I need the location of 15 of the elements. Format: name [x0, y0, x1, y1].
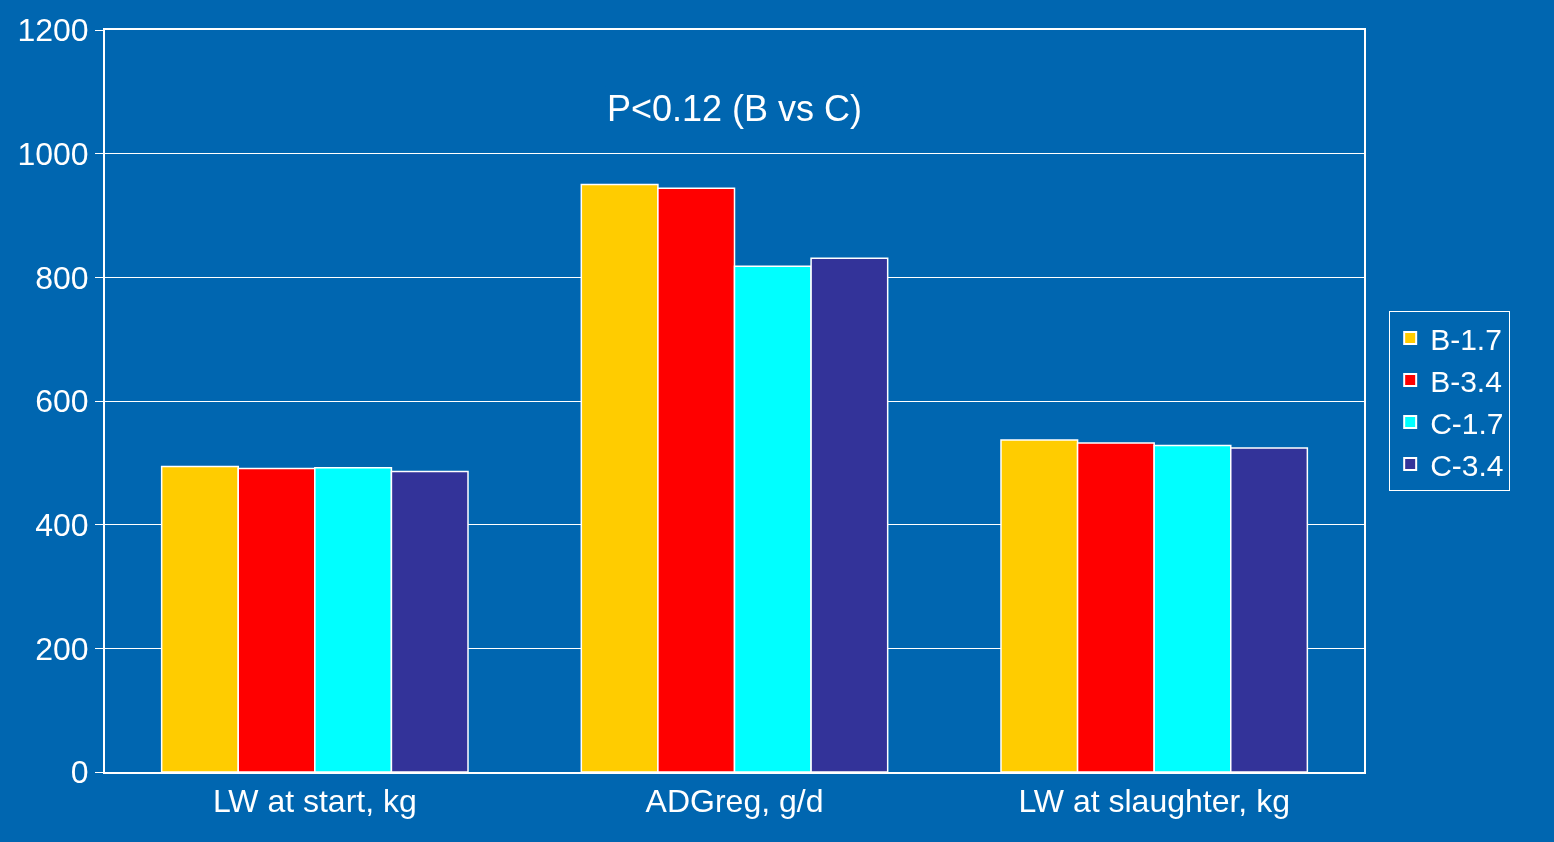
legend-label: C-1.7: [1430, 406, 1504, 440]
x-tick-label: LW at start, kg: [212, 783, 417, 820]
legend-label: B-3.4: [1430, 364, 1502, 398]
y-tick-label: 600: [35, 383, 89, 420]
x-tick-label: ADGreg, g/d: [645, 783, 824, 820]
y-tick-label: 0: [70, 754, 89, 791]
x-tick-label: LW at slaughter, kg: [1018, 783, 1290, 820]
legend-label: C-3.4: [1430, 448, 1504, 482]
y-tick-label: 200: [35, 630, 89, 667]
y-tick-label: 800: [35, 259, 89, 296]
y-tick-label: 1000: [17, 135, 89, 172]
legend-label: B-1.7: [1430, 322, 1502, 356]
y-tick-label: 400: [35, 506, 89, 543]
y-tick-label: 1200: [17, 12, 89, 49]
annotation: P<0.12 (B vs C): [607, 88, 863, 129]
